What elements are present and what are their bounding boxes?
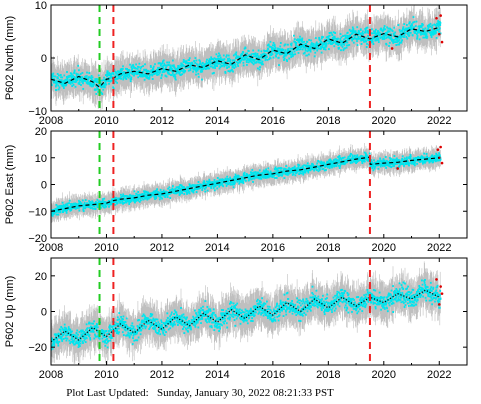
data-layer (51, 5, 444, 111)
x-tick-label: 2018 (316, 242, 340, 254)
x-tick-label: 2008 (39, 115, 63, 127)
outlier-point (435, 16, 438, 20)
data-points (51, 16, 442, 95)
x-tick-label: 2020 (372, 369, 396, 381)
y-tick-label: 10 (35, 153, 47, 165)
plot-updated-footer: Plot Last Updated: Sunday, January 30, 2… (0, 387, 400, 399)
y-axis-label: P602 North (mm) (4, 16, 16, 100)
y-axis-label: P602 Up (mm) (4, 276, 16, 348)
x-tick-label: 2014 (205, 369, 229, 381)
x-tick-label: 2010 (94, 369, 118, 381)
outlier-point (440, 161, 444, 165)
y-tick-label: 20 (35, 126, 47, 138)
x-tick-label: 2022 (427, 115, 451, 127)
y-tick-label: 0 (41, 307, 47, 319)
outlier-point (396, 167, 399, 170)
y-tick-label: 20 (35, 271, 47, 283)
x-tick-label: 2018 (316, 115, 340, 127)
x-tick-label: 2022 (427, 242, 451, 254)
outlier-point (439, 285, 442, 288)
panel-1: 2008 2010 2012 2014 2016 2018 2020 2022 −10 0 10 P6… (4, 0, 468, 127)
x-tick-label: 2016 (261, 369, 285, 381)
footer-label: Plot Last Updated: (66, 387, 149, 399)
y-tick-label: 0 (41, 53, 47, 65)
x-tick-label: 2010 (94, 242, 118, 254)
x-tick-label: 2020 (372, 242, 396, 254)
y-tick-label: 10 (35, 0, 47, 12)
model-trend-line (51, 26, 440, 89)
data-layer (51, 142, 444, 223)
data-points (51, 278, 442, 351)
outlier-point (437, 303, 441, 306)
outlier-point (439, 14, 442, 17)
x-tick-label: 2010 (94, 115, 118, 127)
x-tick-label: 2016 (261, 242, 285, 254)
x-tick-label: 2022 (427, 369, 451, 381)
data-layer (51, 261, 444, 365)
x-tick-label: 2012 (150, 115, 174, 127)
panel-3: 2008 2010 2012 2014 2016 2018 2020 2022 −20 0 20 P6… (4, 257, 468, 381)
x-tick-label: 2018 (316, 369, 340, 381)
outlier-point (437, 32, 441, 36)
y-tick-label: −10 (28, 106, 47, 118)
x-tick-label: 2014 (205, 115, 229, 127)
outlier-point (439, 145, 442, 149)
x-tick-label: 2012 (150, 369, 174, 381)
outlier-point (436, 148, 440, 152)
x-tick-label: 2008 (39, 242, 63, 254)
y-tick-label: −10 (28, 206, 47, 218)
y-tick-label: 0 (41, 180, 47, 192)
x-tick-label: 2014 (205, 242, 229, 254)
x-tick-label: 2008 (39, 369, 63, 381)
error-bars (51, 142, 441, 223)
outlier-point (440, 292, 444, 295)
y-axis-label: P602 East (mm) (4, 145, 16, 224)
y-tick-label: −20 (28, 233, 47, 245)
footer-date: Sunday, January 30, 2022 08:21:33 PST (156, 387, 334, 399)
x-tick-label: 2020 (372, 115, 396, 127)
outlier-point (440, 40, 444, 44)
model-trend-line (51, 289, 440, 343)
outlier-point (435, 278, 438, 281)
panel-2: 2008 2010 2012 2014 2016 2018 2020 2022 −20 −10 0 1… (4, 126, 468, 254)
y-tick-label: −20 (28, 342, 47, 354)
outlier-point (390, 47, 394, 50)
model-trend-line (51, 156, 440, 212)
x-tick-label: 2012 (150, 242, 174, 254)
x-tick-label: 2016 (261, 115, 285, 127)
